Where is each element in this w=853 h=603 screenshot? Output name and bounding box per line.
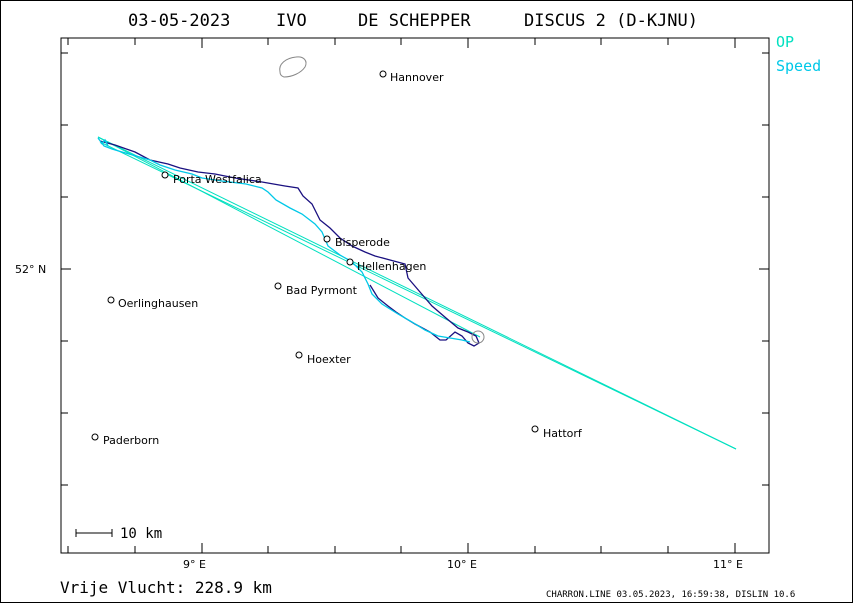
lake-outline bbox=[279, 56, 307, 78]
town-bisperode: Bisperode bbox=[335, 236, 390, 249]
town-markers bbox=[91, 70, 539, 441]
scale-bar bbox=[75, 529, 113, 537]
legend-speed: Speed bbox=[776, 57, 821, 75]
footer-distance: Vrije Vlucht: 228.9 km bbox=[60, 578, 272, 597]
header-code: IVO bbox=[276, 11, 307, 31]
track-dark bbox=[99, 140, 480, 347]
header-pilot: DE SCHEPPER bbox=[358, 11, 471, 31]
lon-label-10: 10° E bbox=[447, 558, 477, 571]
start-marks bbox=[100, 138, 109, 147]
turnpoint-circle bbox=[471, 330, 485, 344]
header-date: 03-05-2023 bbox=[128, 11, 230, 31]
lat-label: 52° N bbox=[15, 263, 46, 276]
town-oerlinghausen: Oerlinghausen bbox=[118, 297, 198, 310]
town-hoexter: Hoexter bbox=[307, 353, 351, 366]
town-hannover: Hannover bbox=[390, 71, 444, 84]
legend-op: OP bbox=[776, 33, 794, 51]
task-lines bbox=[97, 136, 737, 450]
lon-label-11: 11° E bbox=[713, 558, 743, 571]
town-hellenhagen: Hellenhagen bbox=[357, 260, 426, 273]
town-porta-westfalica: Porta Westfalica bbox=[173, 173, 262, 186]
plot-frame bbox=[60, 37, 770, 554]
scale-label: 10 km bbox=[120, 526, 162, 542]
town-bad-pyrmont: Bad Pyrmont bbox=[286, 284, 358, 297]
axis-ticks bbox=[61, 38, 769, 553]
track-cyan bbox=[97, 137, 471, 343]
footer-info: CHARRON.LINE 03.05.2023, 16:59:38, DISLI… bbox=[546, 590, 795, 600]
lon-label-9: 9° E bbox=[183, 558, 206, 571]
header-glider: DISCUS 2 (D-KJNU) bbox=[524, 11, 698, 31]
town-paderborn: Paderborn bbox=[103, 434, 159, 447]
town-hattorf: Hattorf bbox=[543, 427, 583, 440]
